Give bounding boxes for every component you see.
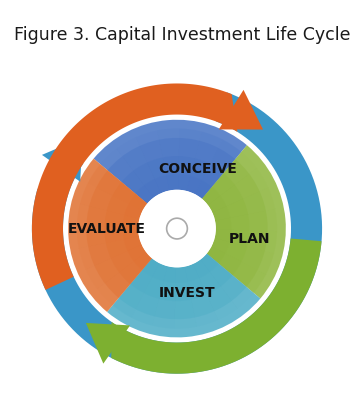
Wedge shape xyxy=(86,170,152,298)
Wedge shape xyxy=(77,226,139,248)
Wedge shape xyxy=(142,253,219,283)
Wedge shape xyxy=(202,145,286,298)
Wedge shape xyxy=(193,259,238,320)
Polygon shape xyxy=(42,138,82,182)
Wedge shape xyxy=(178,128,202,191)
Wedge shape xyxy=(215,229,277,253)
Wedge shape xyxy=(86,245,146,289)
Wedge shape xyxy=(68,159,152,312)
Wedge shape xyxy=(113,258,159,318)
Text: EVALUATE: EVALUATE xyxy=(68,222,146,235)
Wedge shape xyxy=(152,266,176,329)
Wedge shape xyxy=(119,253,246,319)
Wedge shape xyxy=(130,253,233,301)
Text: CONCEIVE: CONCEIVE xyxy=(158,162,237,176)
Wedge shape xyxy=(215,209,277,231)
Wedge shape xyxy=(202,173,250,275)
Wedge shape xyxy=(107,253,260,337)
Polygon shape xyxy=(32,83,238,290)
Wedge shape xyxy=(185,264,218,327)
Wedge shape xyxy=(208,168,268,213)
Polygon shape xyxy=(111,239,321,374)
Wedge shape xyxy=(79,236,142,270)
Polygon shape xyxy=(86,323,130,364)
Wedge shape xyxy=(136,130,169,193)
Polygon shape xyxy=(32,92,322,374)
Wedge shape xyxy=(104,182,152,284)
Polygon shape xyxy=(219,90,263,130)
Wedge shape xyxy=(116,137,161,198)
Wedge shape xyxy=(77,204,139,228)
Wedge shape xyxy=(80,183,142,219)
Wedge shape xyxy=(195,140,241,199)
Circle shape xyxy=(167,218,187,239)
Text: INVEST: INVEST xyxy=(159,286,216,300)
Text: Figure 3. Capital Investment Life Cycle: Figure 3. Capital Investment Life Cycle xyxy=(14,26,351,45)
Wedge shape xyxy=(108,138,235,204)
Wedge shape xyxy=(212,238,274,274)
Wedge shape xyxy=(175,267,197,329)
Wedge shape xyxy=(88,164,147,211)
Wedge shape xyxy=(202,159,268,287)
Wedge shape xyxy=(157,128,179,190)
Wedge shape xyxy=(121,156,224,204)
Text: PLAN: PLAN xyxy=(229,232,270,246)
Wedge shape xyxy=(202,187,232,263)
Wedge shape xyxy=(131,263,167,326)
Wedge shape xyxy=(135,174,212,204)
Wedge shape xyxy=(212,187,275,221)
Wedge shape xyxy=(207,246,266,293)
Wedge shape xyxy=(187,132,223,194)
Wedge shape xyxy=(122,194,152,270)
Circle shape xyxy=(138,190,216,267)
Wedge shape xyxy=(94,120,247,204)
